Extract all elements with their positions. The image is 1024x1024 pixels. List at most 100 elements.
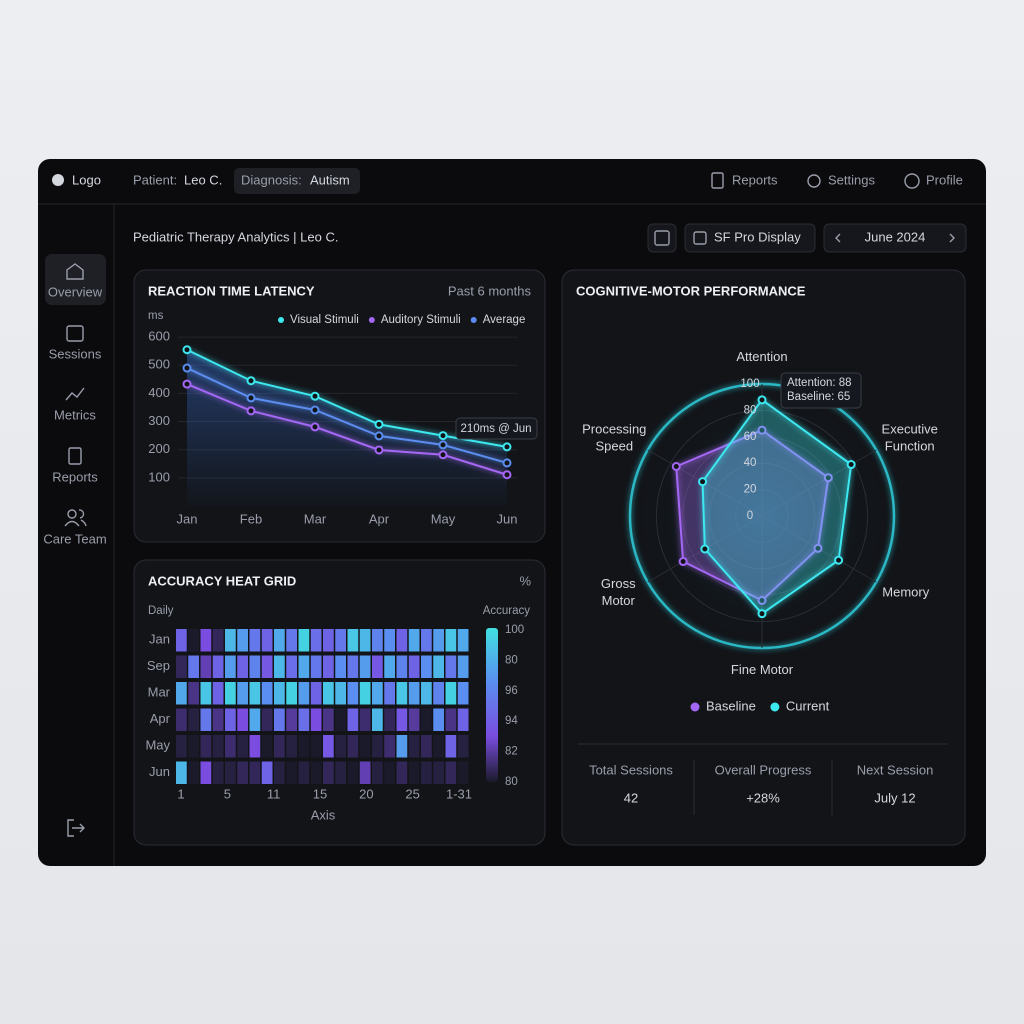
heat-cell (188, 629, 199, 652)
heat-cell (372, 761, 383, 784)
sidebar-overview[interactable]: Overview (48, 284, 103, 299)
point (182, 363, 192, 373)
icon-button[interactable] (647, 223, 677, 253)
heat-cell (286, 735, 297, 758)
stat-label: Next Session (857, 762, 934, 777)
sidebar-sessions[interactable]: Sessions (49, 346, 102, 361)
x-tick-label: Mar (304, 511, 327, 526)
radial-tick-label: 80 (744, 404, 757, 416)
heat-cell (396, 735, 408, 758)
heat-cell (249, 629, 261, 652)
font-button[interactable] (684, 223, 816, 253)
colorbar-tick: 100 (505, 624, 524, 636)
annotation-box (455, 417, 538, 440)
heatmap-y-label: Daily (148, 605, 174, 617)
logout-icon[interactable] (67, 819, 85, 837)
heat-cell (372, 735, 383, 758)
nav-settings[interactable]: Settings (828, 172, 875, 187)
series-line (186, 367, 508, 464)
radial-tick-label: 40 (744, 457, 757, 469)
x-tick-label: Apr (369, 511, 390, 526)
radial-tick-label: 60 (744, 431, 757, 443)
heat-cell (433, 761, 444, 784)
heat-cell (421, 708, 432, 731)
prev-month[interactable] (835, 233, 841, 243)
legend-dot (368, 317, 375, 323)
heat-cell (261, 655, 273, 678)
heat-cell (188, 761, 199, 784)
heat-cell (261, 682, 273, 705)
x-tick-label: 11 (267, 786, 281, 801)
area (187, 349, 507, 506)
heat-cell (176, 708, 187, 731)
heat-cell (396, 682, 408, 705)
nav-profile[interactable]: Profile (926, 172, 963, 187)
heat-cell (347, 708, 359, 731)
heat-cell (225, 761, 236, 784)
heat-cell (421, 682, 432, 705)
sidebar-care-team[interactable]: Care Team (43, 531, 106, 546)
heat-cell (274, 735, 285, 758)
x-tick-label: 20 (359, 786, 373, 801)
sidebar-metrics[interactable]: Metrics (54, 407, 96, 422)
point (502, 442, 512, 452)
radar-point (757, 609, 767, 619)
next-month[interactable] (949, 233, 955, 243)
point (310, 391, 320, 401)
month-picker[interactable] (823, 223, 967, 253)
heat-cell (372, 629, 383, 652)
diagnosis-pill (234, 168, 360, 194)
x-tick-label: 1 (177, 786, 184, 801)
point (310, 405, 320, 415)
heat-cell (176, 761, 187, 784)
tooltip-line: Attention: 88 (787, 377, 852, 389)
colorbar-tick: 96 (505, 685, 518, 697)
radar-title: COGNITIVE-MOTOR PERFORMANCE (576, 283, 806, 298)
heat-cell (310, 761, 322, 784)
heat-cell (384, 655, 395, 678)
y-tick-label: 300 (148, 413, 170, 428)
radar-point (834, 555, 844, 565)
row-label: Apr (150, 711, 171, 726)
heat-cell (298, 682, 310, 705)
heat-cell (212, 761, 224, 784)
heat-cell (212, 708, 224, 731)
x-tick-label: 15 (313, 786, 327, 801)
colorbar-label: Accuracy (483, 605, 531, 617)
diagnosis: Autism (310, 172, 350, 187)
row-label: May (145, 737, 170, 752)
heat-cell (249, 761, 261, 784)
icon-button-glyph (654, 230, 670, 246)
heat-cell (335, 629, 346, 652)
point (374, 431, 384, 441)
heat-cell (225, 708, 236, 731)
heat-cell (335, 682, 346, 705)
radar-point (700, 544, 710, 554)
heat-cell (310, 655, 322, 678)
heat-cell (274, 629, 285, 652)
sidebar-reports[interactable]: Reports (52, 469, 98, 484)
nav-reports[interactable]: Reports (732, 172, 778, 187)
axis-label: Executive (882, 422, 938, 437)
radar-point (678, 557, 688, 567)
logo[interactable]: Logo (72, 172, 101, 187)
heat-cell (212, 629, 224, 652)
heat-cell (347, 682, 359, 705)
settings-icon (807, 174, 821, 188)
radar-point (757, 395, 767, 405)
legend-dot (278, 317, 284, 323)
heat-cell (372, 682, 383, 705)
y-tick-label: 400 (148, 385, 170, 400)
heat-cell (347, 629, 359, 652)
heat-cell (286, 655, 297, 678)
heat-cell (310, 629, 322, 652)
heat-cell (359, 682, 371, 705)
reports-side-icon (68, 447, 82, 465)
x-tick-label: 25 (405, 786, 419, 801)
point (246, 406, 256, 416)
heat-cell (261, 629, 273, 652)
heat-cell (421, 655, 432, 678)
point (246, 376, 256, 386)
